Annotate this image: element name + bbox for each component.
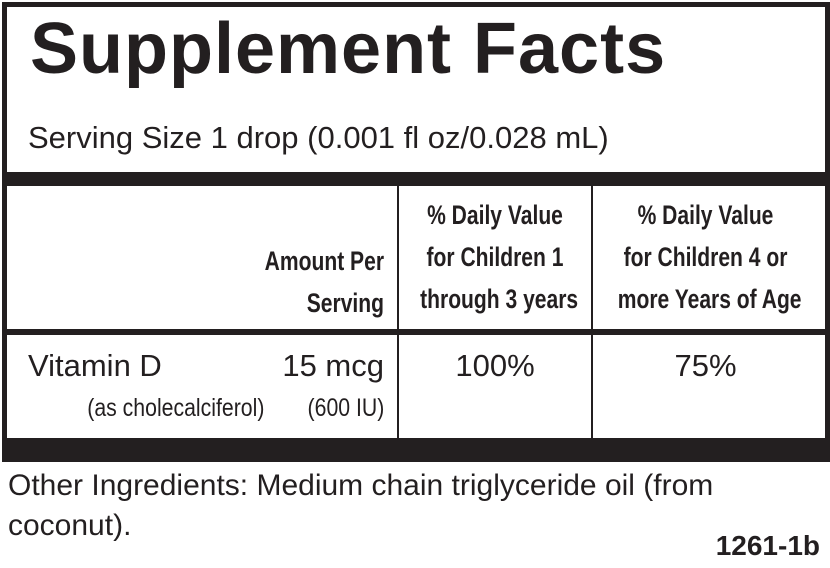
other-ingredients: Other Ingredients: Medium chain triglyce… <box>8 469 714 542</box>
header-divider <box>2 329 830 335</box>
nutrient-amount: 15 mcg <box>282 348 384 383</box>
panel-title: Supplement Facts <box>30 9 667 89</box>
dv-children-4-plus-value: 75% <box>674 348 737 383</box>
header-line: through 3 years <box>420 284 579 314</box>
bottom-thick-divider <box>2 438 830 457</box>
header-line: Amount Per <box>264 246 384 276</box>
supplement-facts-panel <box>2 2 830 462</box>
dv-children-1-3-value: 100% <box>455 348 535 383</box>
header-dv-children-1-3: % Daily Value for Children 1 through 3 y… <box>420 194 579 320</box>
header-line: % Daily Value <box>427 200 563 230</box>
header-dv-children-4-plus: % Daily Value for Children 4 or more Yea… <box>617 194 802 320</box>
header-amount-per-serving: Amount Per Serving <box>265 240 384 324</box>
nutrient-amount-iu: (600 IU) <box>307 394 384 422</box>
header-line: Serving <box>306 288 384 318</box>
header-line: for Children 1 <box>426 242 564 272</box>
thick-divider <box>2 172 830 186</box>
header-line: % Daily Value <box>637 200 774 230</box>
header-line: for Children 4 or <box>623 242 788 272</box>
column-divider <box>397 186 399 438</box>
nutrient-name: Vitamin D <box>28 348 162 383</box>
header-line: more Years of Age <box>617 284 802 314</box>
column-divider <box>591 186 593 438</box>
label-code: 1261-1b <box>715 530 820 561</box>
serving-size: Serving Size 1 drop (0.001 fl oz/0.028 m… <box>28 120 609 155</box>
nutrient-source: (as cholecalciferol) <box>86 394 264 422</box>
